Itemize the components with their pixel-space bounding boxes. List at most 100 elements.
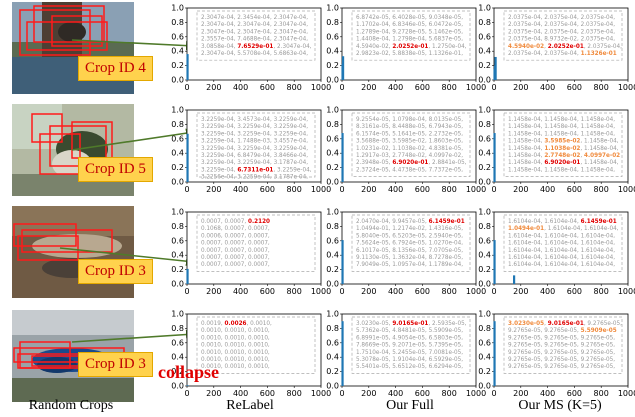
matrix-box [503, 10, 623, 61]
bar-plot: 0.0 0.2 0.4 0.6 0.8 1.0 0 200 400 600 800 1000 2.047… [326, 208, 486, 297]
matrix-line: 1.1458e-04, 2.7748e-02, 4.0997e-02 [508, 153, 620, 159]
caption-random-crops: Random Crops [28, 398, 114, 413]
x-tick-label: 800 [594, 83, 609, 92]
matrix-value: 6.1574e-05, 5.1641e-05, 2.2732e-05, [356, 131, 463, 137]
matrix-line: 0.0010, 0.0010, 0.0010, [201, 350, 270, 356]
y-tick-label: 0.4 [326, 353, 339, 362]
matrix-value: 0.0007, 0.0007, 0.0007, [201, 262, 270, 268]
matrix-line: 1.6104e-04, 1.6104e-04, 1.6104e-04, [508, 255, 615, 261]
matrix-value: 6.8742e-05, 6.4028e-05, 9.0348e-05, [356, 15, 463, 21]
matrix-value: 9.0165e-01 [548, 321, 584, 327]
x-tick-label: 800 [442, 287, 457, 296]
matrix-line: 2.3948e-05, 6.9020e-01, 2.8841e-05, [356, 160, 467, 166]
x-tick-label: 1000 [311, 287, 331, 296]
matrix-value: 2.0375e-04, 2.0375e-04, 2.0375e-04, [508, 15, 615, 21]
matrix-value: 3.0858e-04, [201, 44, 237, 50]
x-tick-label: 400 [388, 287, 403, 296]
x-tick-label: 800 [442, 185, 457, 194]
matrix-value: 2.3724e-05, 4.4738e-05, 7.7372e-05, [356, 167, 463, 173]
matrix-value: 0.2120 [248, 219, 270, 225]
matrix-line: 5.8040e-05, 6.5203e-05, 2.5940e-05, [356, 233, 463, 239]
matrix-value: 9.2765e-05, 9.2765e-05, 9.2765e-05, [508, 357, 615, 363]
bar-plot: 0.0 0.2 0.4 0.6 0.8 1.0 0 200 400 600 800 1000 0.001… [171, 310, 331, 399]
x-tick-label: 200 [513, 83, 528, 92]
matrix-line: 3.2259e-04, 3.2259e-04, 3.2259e-04, [201, 131, 308, 137]
y-tick-label: 0.6 [326, 338, 339, 347]
matrix-line: 2.3724e-05, 4.4738e-05, 7.7372e-05, [356, 167, 463, 173]
matrix-value: , 1.2750e-04, [428, 44, 466, 50]
matrix-line: 1.1458e-04, 3.5985e-02, 1.1458e-04, [508, 139, 619, 145]
matrix-line: 9.2765e-05, 9.2765e-05, 9.2765e-05, [508, 357, 615, 363]
x-tick-label: 1000 [466, 287, 486, 296]
y-tick-label: 0.2 [478, 367, 491, 376]
matrix-box [351, 112, 471, 177]
matrix-line: 4.5940e-02, 2.0252e-01, 1.2750e-04, [356, 44, 467, 50]
matrix-value: , 2.8841e-05, [428, 160, 466, 166]
x-tick-label: 800 [594, 287, 609, 296]
matrix-value: 6.1459e-01 [429, 219, 465, 225]
matrix-box [503, 316, 623, 374]
matrix-line: 2.3047e-04, 2.3454e-04, 2.3047e-04, [201, 15, 308, 21]
matrix-line: 1.6104e-04, 1.6104e-04, 1.6104e-04, [508, 241, 615, 247]
matrix-value: 0.0010, 0.0010, 0.0010, [201, 350, 270, 356]
matrix-value: 1.1458e-04, [508, 146, 544, 152]
matrix-value: 6.9020e-01 [392, 160, 428, 166]
bar-plot-svg: 0.0 0.2 0.4 0.6 0.8 1.0 0 200 400 600 800 1000 0.000… [171, 208, 331, 297]
bar-plot-svg: 0.0 0.2 0.4 0.6 0.8 1.0 0 200 400 600 800 1000 2.037… [478, 4, 635, 93]
y-tick-label: 0.4 [171, 251, 184, 260]
bar [493, 133, 496, 182]
y-tick-label: 0.6 [478, 236, 491, 245]
x-tick-label: 1000 [466, 83, 486, 92]
matrix-line: 5.5401e-05, 5.6512e-05, 6.6294e-05, [356, 364, 463, 370]
bar [494, 56, 497, 80]
crop-image-row3 [12, 206, 134, 298]
x-tick-label: 0 [491, 185, 496, 194]
bar [513, 275, 516, 284]
matrix-value: 0.0010, 0.0010, 0.0010, [201, 328, 270, 334]
matrix-value: 4.5940e-02 [508, 44, 544, 50]
matrix-value: , 9.2765e-05, [584, 321, 622, 327]
matrix-value: 0.1068, 0.0007, 0.0007, [201, 226, 270, 232]
y-tick-label: 0.0 [478, 76, 491, 85]
matrix-value: 9.2765e-05, 9.2765e-05, 9.2765e-05, [508, 335, 615, 341]
x-tick-label: 0 [339, 185, 344, 194]
matrix-line: 3.0230e-05, 9.0165e-01, 9.2765e-05, [508, 321, 622, 327]
matrix-line: 3.2259e-04, 1.7488e-03, 3.4557e-04, [201, 139, 308, 145]
matrix-value: 1.1038e-02 [544, 146, 580, 152]
matrix-value: 1.0231e-02, 1.1038e-02, 4.8381e-05, [356, 146, 463, 152]
matrix-value: 0.0007, 0.0007, 0.0007, [201, 241, 270, 247]
y-tick-label: 0.4 [478, 149, 491, 158]
x-tick-label: 600 [260, 389, 275, 398]
matrix-value: 7.6529e-01 [237, 44, 273, 50]
matrix-line: 6.1017e-05, 8.1356e-05, 7.0705e-05, [356, 248, 463, 254]
matrix-line: 9.2765e-05, 9.2765e-05, 9.2765e-05, [508, 364, 615, 370]
x-tick-label: 800 [287, 287, 302, 296]
matrix-value: 1.6104e-04, 1.6104e-04, 1.6104e-04, [508, 262, 615, 268]
bar-plot: 0.0 0.2 0.4 0.6 0.8 1.0 0 200 400 600 800 1000 1.145… [478, 106, 635, 195]
matrix-value: 0.0010, 0.0010, 0.0010, [201, 364, 270, 370]
matrix-value: 4.0997e-02 [584, 153, 620, 159]
caption-our-ms: Our MS (K=5) [518, 398, 602, 413]
matrix-value: 0.0019, [201, 321, 225, 327]
matrix-line: 4.5940e-02, 2.0252e-01, 2.0375e-04, [508, 44, 622, 50]
matrix-line: 2.3047e-04, 2.3047e-04, 2.3047e-04, [201, 29, 308, 35]
bar-plot-svg: 0.0 0.2 0.4 0.6 0.8 1.0 0 200 400 600 800 1000 0.001… [171, 310, 331, 399]
matrix-value: 2.3047e-04, 2.3047e-04, 2.3047e-04, [201, 22, 308, 28]
x-tick-label: 800 [594, 185, 609, 194]
matrix-value: 4.5940e-02, [356, 44, 392, 50]
matrix-box [351, 214, 471, 272]
bar-plot-svg: 0.0 0.2 0.4 0.6 0.8 1.0 0 200 400 600 800 1000 9.255… [326, 106, 486, 195]
y-tick-label: 0.0 [326, 178, 339, 187]
matrix-value: , [580, 153, 584, 159]
matrix-box [196, 316, 316, 374]
bar-plot: 0.0 0.2 0.4 0.6 0.8 1.0 0 200 400 600 800 1000 9.255… [326, 106, 486, 195]
y-tick-label: 0.6 [478, 134, 491, 143]
matrix-value: 0.0007, 0.0007, 0.0007, [201, 248, 270, 254]
y-tick-label: 0.8 [171, 18, 184, 27]
matrix-line: 3.2259e-04, 3.4573e-04, 3.2259e-04, [201, 117, 308, 123]
y-tick-label: 1.0 [171, 208, 184, 217]
matrix-line: 3.2259e-04, 3.2259e-04, 3.1787e-04, [201, 160, 308, 166]
x-tick-label: 200 [361, 83, 376, 92]
matrix-line: 1.6104e-04, 1.6104e-04, 6.1459e-01 [508, 219, 617, 225]
x-tick-label: 800 [442, 389, 457, 398]
